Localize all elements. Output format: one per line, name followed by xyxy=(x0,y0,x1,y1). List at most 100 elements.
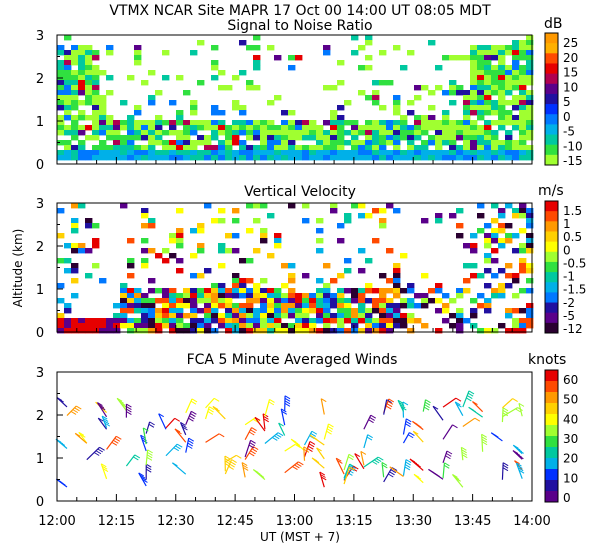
vv-field-cell xyxy=(253,283,261,289)
vv-field-cell xyxy=(169,293,177,299)
wind-barb-shaft xyxy=(179,422,187,436)
vv-field-cell xyxy=(253,323,261,329)
winds-colorbar-label: 60 xyxy=(563,373,578,387)
snr-field-cell xyxy=(148,130,156,136)
vv-field-cell xyxy=(141,328,149,334)
snr-field-cell xyxy=(505,115,513,121)
vv-field-cell xyxy=(323,303,331,309)
snr-field-cell xyxy=(407,110,415,116)
wind-barb-shaft xyxy=(241,462,246,478)
snr-field-cell xyxy=(519,155,527,161)
snr-field-cell xyxy=(295,145,303,151)
wind-barb-flag xyxy=(248,431,255,436)
snr-field-cell xyxy=(141,125,149,131)
snr-field-cell xyxy=(386,130,394,136)
snr-field-cell xyxy=(218,130,226,136)
wind-barb-shaft xyxy=(244,417,256,426)
winds-colorbar-label: 30 xyxy=(563,432,578,446)
wind-barb-shaft xyxy=(354,453,365,470)
vv-field-cell xyxy=(211,313,219,319)
snr-field-cell xyxy=(99,145,107,151)
snr-field-cell xyxy=(463,130,471,136)
wind-barb-flag xyxy=(296,462,302,467)
vv-colorbar-label: -2 xyxy=(563,296,575,310)
vv-field-cell xyxy=(323,328,331,334)
vv-field-cell xyxy=(197,323,205,329)
vv-field-cell xyxy=(316,218,324,224)
snr-field-cell xyxy=(113,120,121,126)
snr-colorbar-label: 15 xyxy=(563,66,578,80)
wind-barb-flag xyxy=(461,446,467,451)
snr-field-cell xyxy=(463,105,471,111)
snr-field-cell xyxy=(435,65,443,71)
snr-field-cell xyxy=(190,105,198,111)
wind-barb-flag xyxy=(466,397,472,402)
snr-field-cell xyxy=(526,150,534,156)
wind-barb-flag xyxy=(78,431,85,436)
vv-field-cell xyxy=(211,218,219,224)
snr-field-cell xyxy=(218,145,226,151)
vv-field-cell xyxy=(358,298,366,304)
vv-field-cell xyxy=(232,293,240,299)
wind-barb-flag xyxy=(284,402,291,407)
snr-field-cell xyxy=(477,115,485,121)
snr-field-cell xyxy=(260,150,268,156)
wind-barb-flag xyxy=(515,408,521,413)
wind-barb-flag xyxy=(294,442,301,446)
wind-barb-flag xyxy=(313,459,320,463)
wind-barb-flag xyxy=(445,452,452,457)
vv-field-cell xyxy=(134,318,142,324)
vv-field-cell xyxy=(323,308,331,314)
snr-field-cell xyxy=(253,85,261,91)
vv-field-cell xyxy=(449,313,457,319)
vv-field-cell xyxy=(162,318,170,324)
snr-field-cell xyxy=(519,120,527,126)
snr-field-cell xyxy=(239,105,247,111)
snr-field-cell xyxy=(85,100,93,106)
vv-field-cell xyxy=(365,313,373,319)
wind-barb-flag xyxy=(303,448,310,453)
vv-field-cell xyxy=(260,298,268,304)
wind-barb-shaft xyxy=(442,424,453,440)
snr-field-cell xyxy=(386,120,394,126)
vv-field-cell xyxy=(246,258,254,264)
wind-barb-flag xyxy=(145,466,152,471)
snr-field-cell xyxy=(176,130,184,136)
vv-field-cell xyxy=(498,283,506,289)
vv-field-cell xyxy=(407,328,415,334)
snr-field-cell xyxy=(134,135,142,141)
wind-barb-flag xyxy=(467,392,474,397)
wind-barb-flag xyxy=(416,423,422,428)
snr-field-cell xyxy=(449,120,457,126)
vv-field-cell xyxy=(267,308,275,314)
snr-field-cell xyxy=(498,80,506,86)
wind-barb-flag xyxy=(145,468,152,473)
snr-field-cell xyxy=(288,65,296,71)
vv-field-cell xyxy=(288,328,296,334)
wind-barb-flag xyxy=(281,410,288,415)
snr-field-cell xyxy=(484,130,492,136)
vv-field-cell xyxy=(57,298,65,304)
snr-field-cell xyxy=(330,140,338,146)
vv-field-cell xyxy=(218,323,226,329)
wind-barb-flag xyxy=(423,406,430,411)
wind-barb-flag xyxy=(294,464,300,469)
vv-field-cell xyxy=(379,293,387,299)
vv-field-cell xyxy=(456,323,464,329)
wind-barb-flag xyxy=(104,422,111,427)
vv-field-cell xyxy=(155,328,163,334)
snr-colorbar-swatch xyxy=(545,144,558,156)
vv-field-cell xyxy=(365,328,373,334)
vv-field-cell xyxy=(330,293,338,299)
vv-field-cell xyxy=(365,288,373,294)
wind-barb-flag xyxy=(370,414,377,419)
vv-field-cell xyxy=(218,288,226,294)
vv-field-cell xyxy=(148,323,156,329)
vv-colorbar-label: -0.5 xyxy=(563,256,586,270)
vv-field-cell xyxy=(169,318,177,324)
snr-field-cell xyxy=(64,50,72,56)
snr-field-cell xyxy=(106,130,114,136)
wind-barb-flag xyxy=(404,466,411,471)
wind-barb-flag xyxy=(224,458,231,462)
snr-field-cell xyxy=(169,140,177,146)
